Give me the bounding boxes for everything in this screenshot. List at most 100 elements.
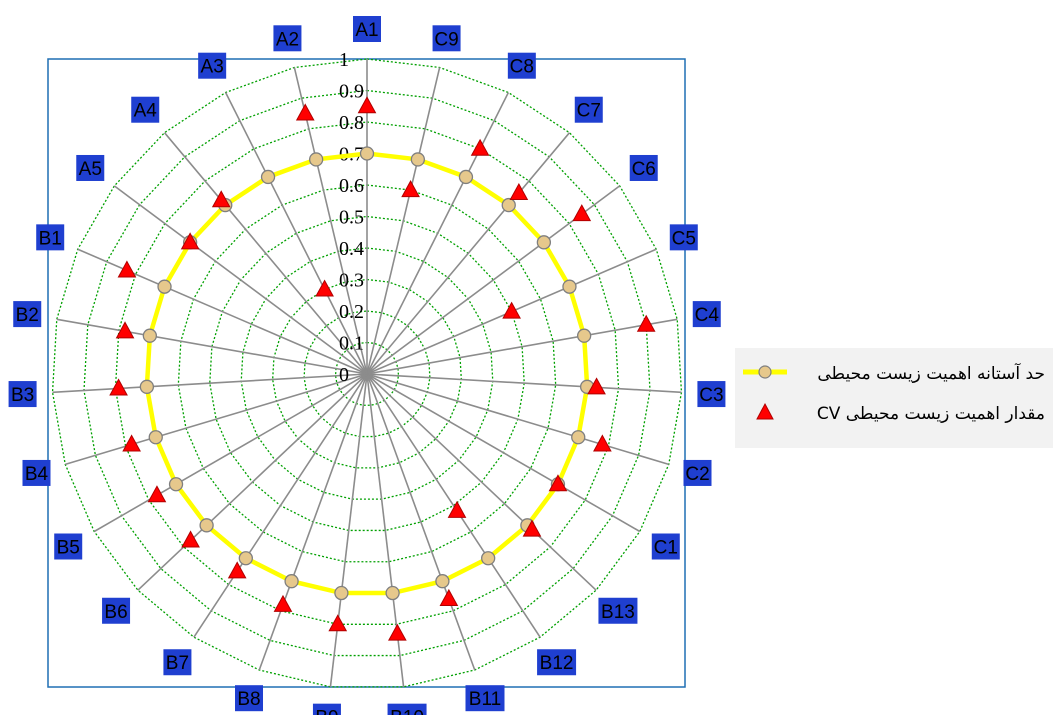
axis-spoke [56, 318, 368, 375]
cv-point [388, 623, 407, 641]
cv-point [328, 614, 348, 632]
cv-point [593, 434, 612, 452]
cv-point [587, 377, 606, 395]
category-label-text: B7 [166, 653, 189, 674]
threshold-point [308, 152, 324, 167]
category-label-text: B13 [601, 602, 635, 623]
category-label-b7: B7 [163, 649, 192, 676]
category-label-text: A2 [276, 29, 299, 50]
threshold-point [435, 574, 450, 589]
tick-label: 0.2 [339, 301, 364, 323]
category-label-bg [353, 16, 381, 42]
category-label-text: B5 [57, 538, 80, 559]
axis-spoke [193, 373, 368, 638]
legend-triangle-icon [756, 402, 774, 420]
cv-point [147, 485, 167, 503]
category-label-bg [697, 381, 726, 408]
category-label-text: B4 [25, 464, 49, 485]
threshold-point [562, 279, 577, 294]
grid-ring [334, 341, 400, 406]
category-label-c7: C7 [574, 96, 603, 123]
cv-point [181, 530, 200, 548]
category-label-bg [235, 685, 264, 712]
category-label-a5: A5 [76, 154, 105, 181]
category-label-bg [163, 649, 192, 676]
tick-label: 0.8 [339, 112, 364, 134]
cv-point [295, 103, 315, 121]
threshold-point [385, 585, 400, 601]
category-label-text: C7 [577, 101, 601, 122]
category-label-text: B1 [39, 228, 62, 249]
axis-spoke [329, 373, 368, 687]
category-label-text: B10 [390, 708, 424, 715]
category-label-bg [273, 25, 302, 52]
threshold-point [260, 169, 276, 185]
tick-label: 0.6 [339, 175, 364, 197]
grid-ring [177, 184, 557, 563]
category-label-a2: A2 [273, 25, 302, 52]
series-cv [109, 96, 656, 641]
category-label-text: B3 [11, 385, 34, 406]
category-label-c8: C8 [507, 52, 536, 79]
axis-spoke [366, 373, 669, 466]
cv-point [548, 474, 568, 492]
grid-ring [83, 89, 651, 657]
cv-point [357, 96, 377, 114]
threshold-point [199, 518, 214, 533]
category-label-a3: A3 [198, 52, 227, 79]
threshold-point [157, 279, 172, 294]
threshold-point [501, 197, 516, 213]
category-label-text: B9 [315, 708, 338, 715]
category-label-bg [54, 533, 83, 560]
cv-point [117, 260, 137, 278]
cv-point [273, 594, 293, 612]
category-label-b8: B8 [235, 685, 264, 712]
axis-spoke [366, 373, 541, 638]
category-label-bg [629, 154, 658, 181]
category-label-c2: C2 [683, 459, 712, 486]
category-label-text: B11 [469, 689, 501, 710]
threshold-point [536, 235, 552, 250]
axis-spoke [366, 373, 682, 394]
threshold-point [139, 379, 155, 394]
category-label-bg [432, 25, 461, 52]
category-label-a1: A1 [353, 16, 381, 42]
axis-spoke [366, 67, 441, 375]
threshold-point [481, 551, 496, 566]
cv-point [636, 314, 656, 332]
threshold-point [284, 574, 299, 589]
category-label-bg [692, 301, 721, 328]
tick-label: 0.3 [339, 270, 364, 292]
category-label-text: A5 [79, 159, 102, 180]
category-label-bg [651, 533, 680, 560]
cv-point [115, 321, 135, 339]
axis-spoke [366, 373, 641, 533]
axis-spoke [366, 373, 597, 591]
category-label-c3: C3 [697, 381, 726, 408]
category-labels: A1C9C8C7C6C5C4C3C2C1B13B12B11B10B9B8B7B6… [8, 16, 726, 715]
category-label-text: A1 [355, 20, 378, 41]
cv-point [572, 204, 592, 222]
tick-label: 0.5 [339, 207, 364, 229]
category-label-text: C6 [632, 159, 656, 180]
cv-point [447, 500, 467, 518]
category-label-b3: B3 [8, 381, 37, 408]
category-label-bg [669, 224, 698, 251]
category-label-bg [36, 224, 65, 251]
cv-point [227, 561, 247, 579]
grid-rings [51, 58, 683, 688]
category-label-bg [8, 381, 37, 408]
category-label-text: C8 [510, 57, 534, 78]
category-label-text: C1 [654, 538, 678, 559]
cv-point [509, 182, 529, 201]
threshold-point [148, 430, 163, 445]
axis-spoke [366, 373, 476, 671]
cv-point [315, 279, 334, 297]
category-label-a4: A4 [131, 96, 160, 123]
category-label-b4: B4 [22, 459, 51, 486]
axis-spoke [65, 373, 368, 466]
axis-spoke [258, 373, 368, 671]
category-label-b9: B9 [312, 703, 341, 715]
category-label-bg [537, 649, 577, 676]
category-label-bg [76, 154, 105, 181]
